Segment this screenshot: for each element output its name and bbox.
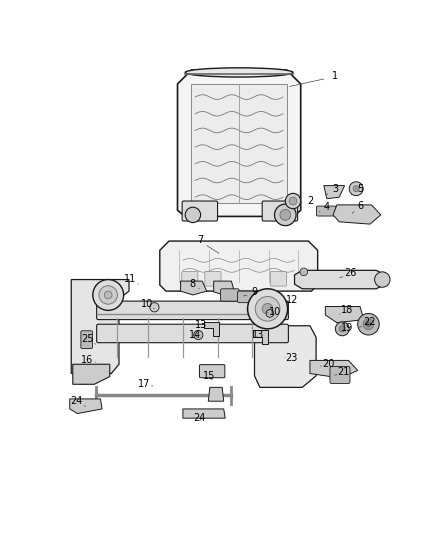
Circle shape	[289, 197, 297, 205]
FancyBboxPatch shape	[199, 365, 225, 378]
PathPatch shape	[254, 326, 316, 387]
Text: 6: 6	[358, 200, 364, 211]
FancyBboxPatch shape	[330, 367, 350, 384]
Text: 19: 19	[341, 323, 353, 333]
PathPatch shape	[177, 70, 301, 216]
Polygon shape	[325, 306, 364, 322]
FancyBboxPatch shape	[205, 271, 221, 286]
Text: 5: 5	[358, 184, 364, 195]
Circle shape	[339, 326, 346, 332]
Text: 23: 23	[285, 353, 298, 363]
Circle shape	[275, 204, 296, 225]
FancyBboxPatch shape	[97, 301, 288, 320]
Circle shape	[99, 286, 117, 304]
Ellipse shape	[185, 68, 293, 77]
Circle shape	[93, 280, 124, 310]
Circle shape	[266, 310, 274, 317]
Text: 2: 2	[307, 196, 313, 206]
Text: 24: 24	[193, 413, 205, 423]
Circle shape	[300, 268, 307, 276]
Text: 21: 21	[338, 367, 350, 377]
FancyBboxPatch shape	[237, 291, 254, 303]
Circle shape	[280, 209, 291, 220]
Text: 3: 3	[332, 184, 339, 195]
Text: 7: 7	[197, 235, 203, 245]
Circle shape	[353, 185, 359, 192]
Circle shape	[185, 207, 201, 223]
Circle shape	[336, 322, 349, 336]
Text: 10: 10	[141, 299, 153, 309]
Polygon shape	[310, 360, 358, 378]
Polygon shape	[253, 330, 268, 344]
Circle shape	[363, 319, 374, 329]
Polygon shape	[333, 205, 381, 224]
FancyBboxPatch shape	[97, 324, 288, 343]
Circle shape	[358, 313, 379, 335]
Text: 22: 22	[363, 317, 375, 327]
Text: 25: 25	[81, 334, 94, 344]
Circle shape	[285, 193, 301, 209]
Circle shape	[374, 272, 390, 287]
Polygon shape	[183, 409, 225, 418]
Text: 26: 26	[345, 269, 357, 278]
Circle shape	[349, 182, 363, 196]
PathPatch shape	[160, 241, 318, 291]
Polygon shape	[70, 399, 102, 414]
Circle shape	[366, 322, 371, 327]
FancyBboxPatch shape	[317, 206, 336, 216]
PathPatch shape	[191, 84, 287, 203]
Circle shape	[150, 303, 159, 312]
Text: 8: 8	[190, 279, 196, 289]
FancyBboxPatch shape	[182, 201, 218, 221]
Text: 9: 9	[251, 287, 258, 297]
Text: 15: 15	[203, 371, 215, 381]
Text: 1: 1	[332, 70, 338, 80]
Text: 16: 16	[81, 354, 94, 365]
Circle shape	[247, 289, 288, 329]
Polygon shape	[214, 281, 234, 295]
Polygon shape	[324, 185, 345, 199]
Circle shape	[262, 303, 273, 314]
Polygon shape	[208, 387, 224, 401]
Circle shape	[104, 291, 112, 299]
Text: 14: 14	[189, 330, 201, 340]
Circle shape	[255, 296, 280, 321]
Text: 18: 18	[341, 305, 353, 316]
PathPatch shape	[71, 280, 129, 374]
Text: 24: 24	[71, 396, 83, 406]
Text: 13: 13	[251, 330, 264, 340]
FancyBboxPatch shape	[182, 271, 198, 286]
PathPatch shape	[294, 270, 389, 289]
FancyBboxPatch shape	[221, 289, 239, 301]
Text: 11: 11	[124, 274, 137, 284]
Text: 12: 12	[286, 295, 298, 304]
FancyBboxPatch shape	[270, 271, 286, 286]
Polygon shape	[204, 322, 219, 336]
Text: 20: 20	[322, 359, 335, 369]
Polygon shape	[180, 281, 207, 295]
Text: 4: 4	[324, 202, 330, 212]
Polygon shape	[73, 364, 110, 384]
Text: 13: 13	[195, 320, 208, 330]
FancyBboxPatch shape	[81, 331, 92, 349]
Text: 10: 10	[269, 307, 282, 317]
Circle shape	[194, 330, 203, 340]
FancyBboxPatch shape	[262, 201, 298, 221]
Text: 17: 17	[138, 379, 151, 389]
